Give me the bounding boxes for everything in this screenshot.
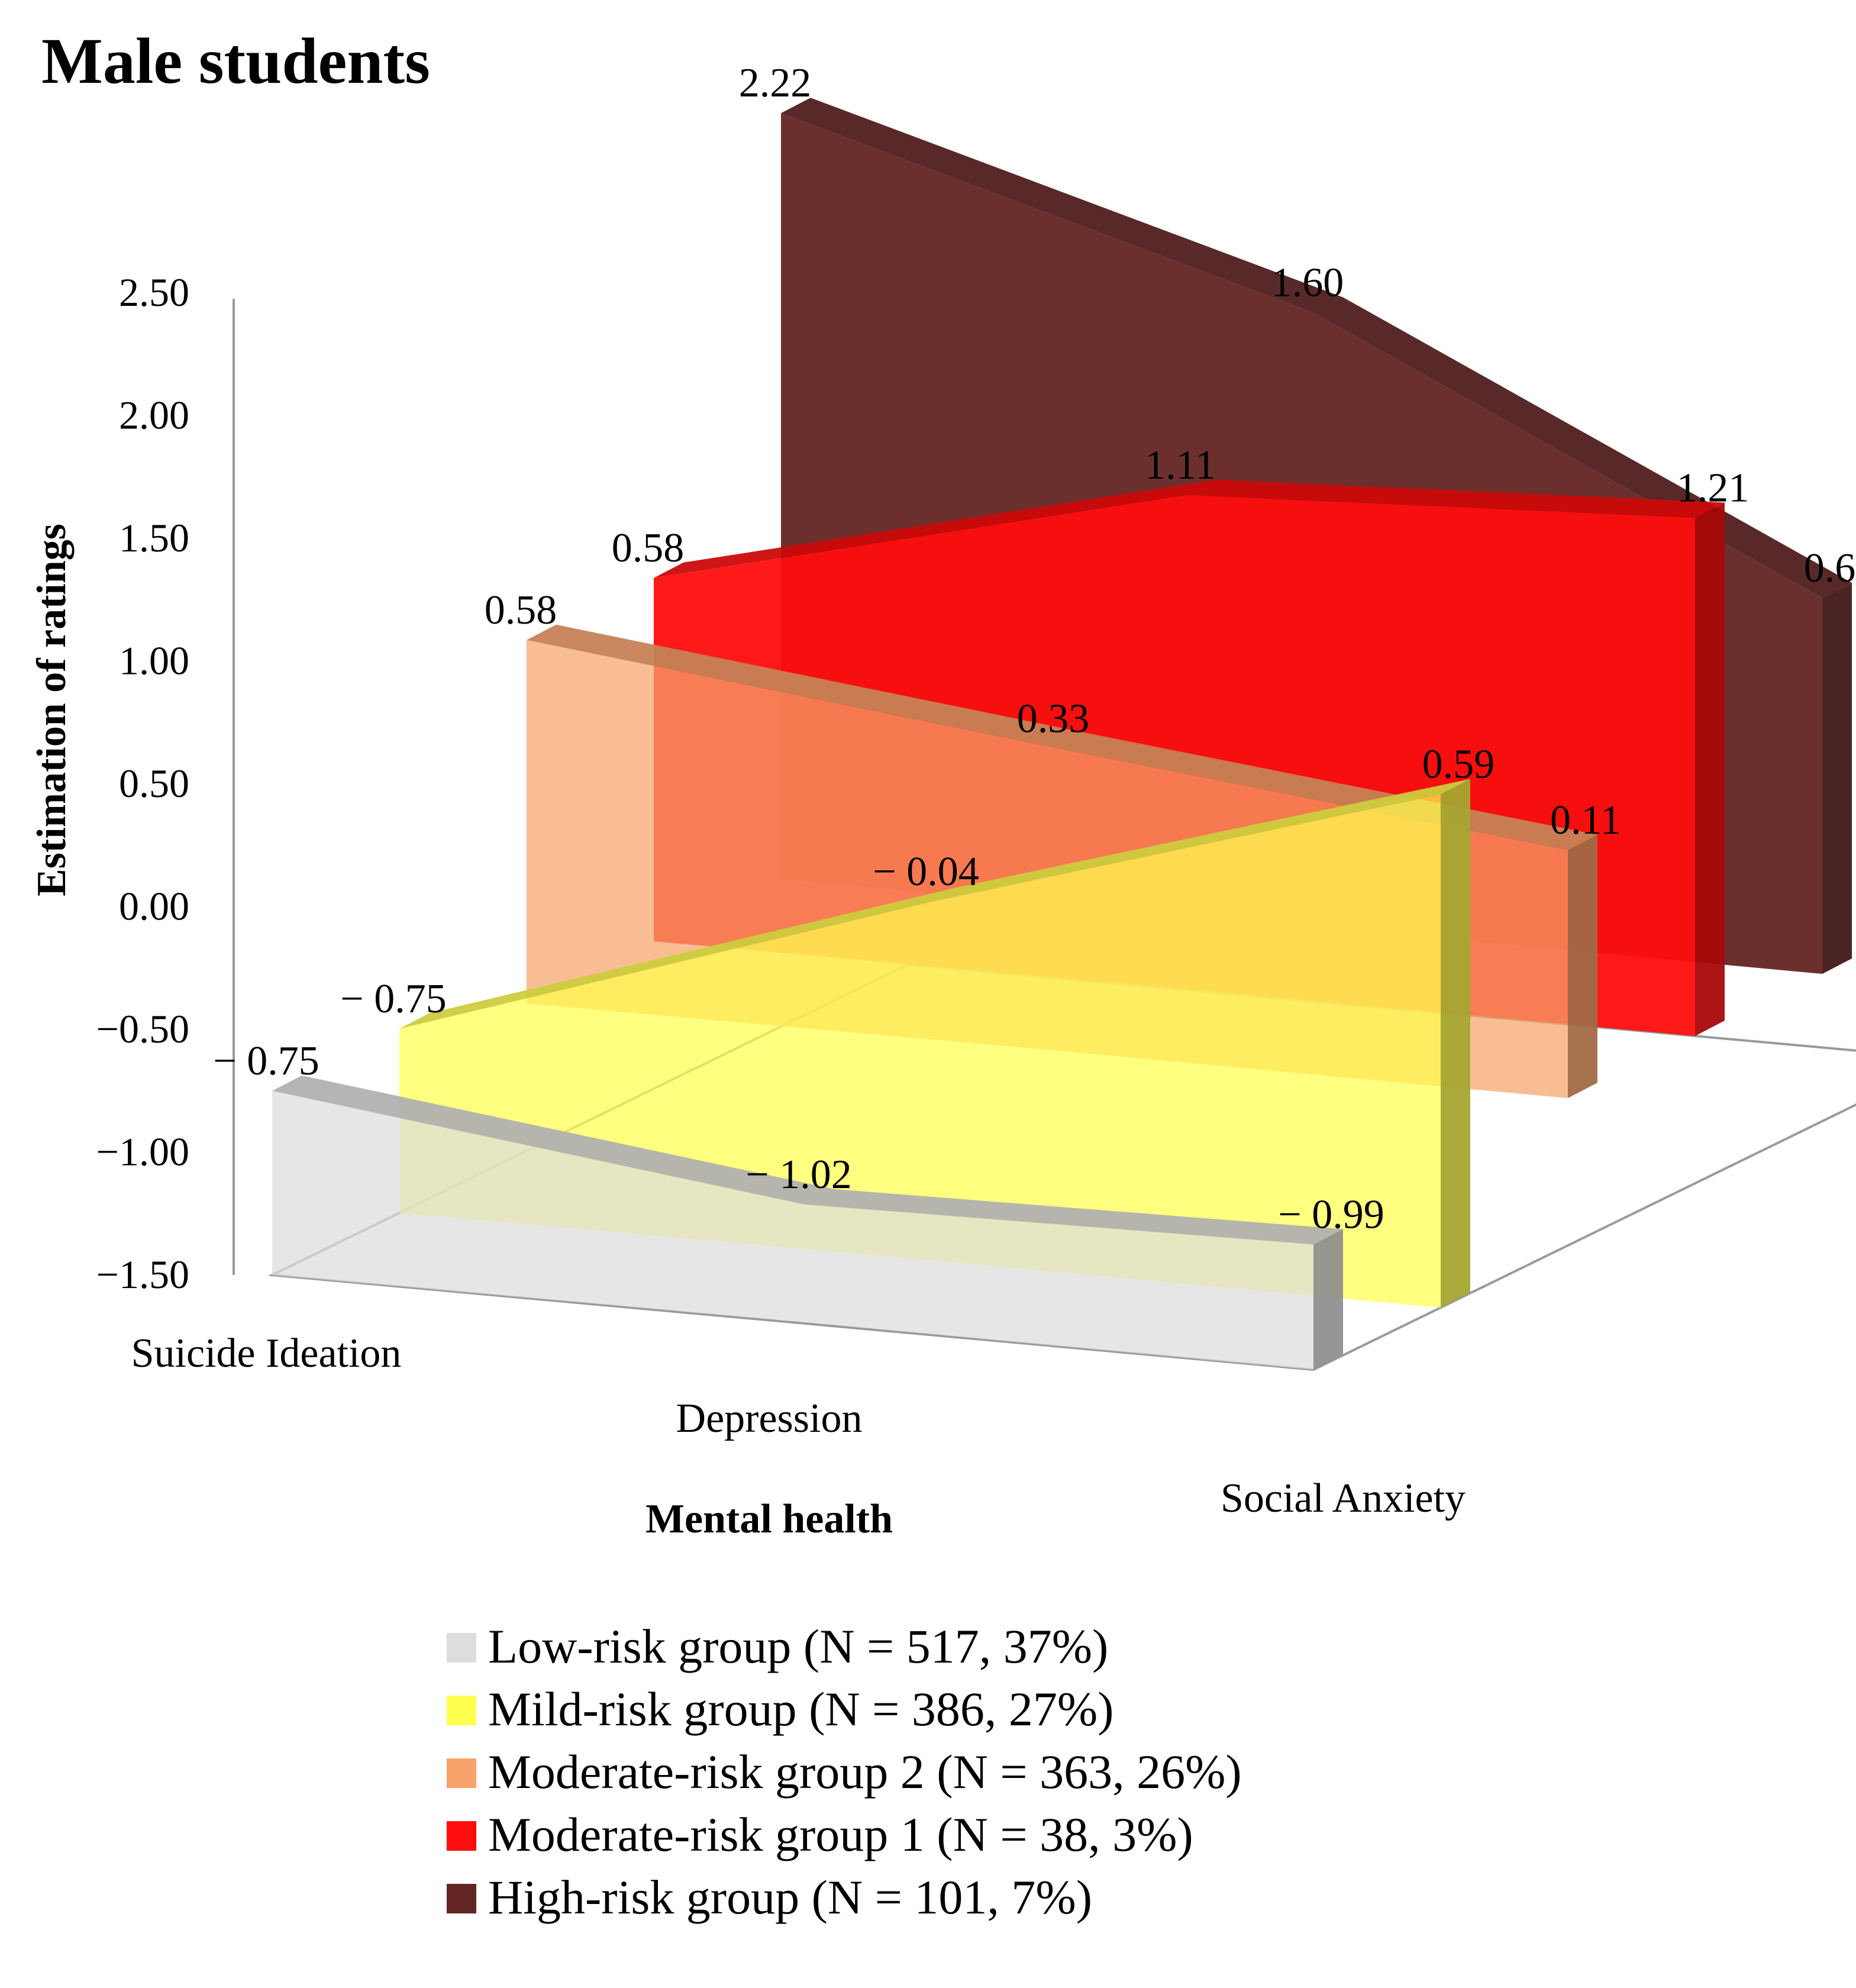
legend-swatch: [447, 1633, 476, 1663]
data-label: − 1.02: [745, 1152, 851, 1198]
data-label: 0.33: [1017, 696, 1090, 742]
x-category-label: Suicide Ideation: [131, 1331, 402, 1376]
data-label: − 0.99: [1278, 1192, 1384, 1237]
series-top-edge: [781, 98, 1852, 599]
legend: Low-risk group (N = 517, 37%) Mild-risk g…: [447, 1619, 1242, 1924]
data-label: 2.22: [739, 60, 812, 106]
y-tick-label: 1.50: [119, 515, 189, 560]
legend-swatch: [447, 1696, 476, 1725]
y-tick-label: 1.00: [119, 638, 189, 683]
series-top-edge: [399, 779, 1470, 1029]
data-label: 1.21: [1677, 465, 1750, 511]
legend-swatch: [447, 1821, 476, 1851]
legend-item: Low-risk group (N = 517, 37%): [447, 1619, 1108, 1673]
y-axis-ticks: −1.50 −1.00 −0.50 0.00 0.50 1.00 1.50 2.00 2.50: [96, 270, 189, 1297]
series-side-face: [1822, 583, 1852, 974]
legend-label: Mild-risk group (N = 386, 27%): [488, 1682, 1113, 1736]
series-low-risk-group: [272, 1075, 1343, 1370]
legend-item: Moderate-risk group 1 (N = 38, 3%): [447, 1808, 1193, 1861]
series-top-edge: [654, 479, 1725, 578]
legend-label: Low-risk group (N = 517, 37%): [488, 1619, 1108, 1673]
y-tick-label: −1.50: [96, 1252, 189, 1297]
x-axis-categories: Suicide Ideation Depression Social Anxiety: [131, 1331, 1466, 1521]
x-axis-title: Mental health: [645, 1496, 893, 1542]
x-category-label: Depression: [676, 1396, 863, 1441]
series-side-face: [1568, 834, 1597, 1098]
legend-item: Mild-risk group (N = 386, 27%): [447, 1682, 1113, 1736]
legend-item: High-risk group (N = 101, 7%): [447, 1870, 1092, 1924]
legend-label: Moderate-risk group 2 (N = 363, 26%): [488, 1745, 1242, 1799]
y-tick-label: 0.00: [119, 884, 189, 929]
data-label: 0.63: [1804, 546, 1856, 591]
y-tick-label: 2.00: [119, 393, 189, 438]
legend-label: High-risk group (N = 101, 7%): [488, 1870, 1092, 1924]
series-layer: [272, 98, 1852, 1370]
data-label: 0.59: [1422, 742, 1495, 788]
series-side-face: [1441, 779, 1470, 1308]
series-top-edge: [527, 624, 1597, 850]
series-front-face: [272, 1090, 1313, 1370]
data-label: − 0.04: [873, 849, 979, 895]
data-labels: 2.22 1.60 0.63 0.58 1.11 1.21 0.58 0.33 0.11 − 0.…: [213, 60, 1856, 1237]
legend-swatch: [447, 1758, 476, 1788]
y-tick-label: −0.50: [96, 1006, 189, 1051]
data-label: 0.58: [485, 588, 557, 633]
legend-swatch: [447, 1884, 476, 1913]
y-axis-title: Estimation of ratings: [29, 524, 75, 896]
data-label: 1.11: [1145, 443, 1216, 488]
legend-label: Moderate-risk group 1 (N = 38, 3%): [488, 1808, 1193, 1861]
chart-title: Male students: [41, 25, 430, 97]
data-label: 0.11: [1550, 798, 1621, 843]
y-tick-label: −1.00: [96, 1129, 189, 1174]
series-side-face: [1695, 502, 1725, 1036]
y-tick-label: 0.50: [119, 761, 189, 806]
series-side-face: [1313, 1229, 1343, 1370]
data-label: 1.60: [1271, 260, 1344, 306]
data-label: 0.58: [612, 525, 685, 571]
legend-item: Moderate-risk group 2 (N = 363, 26%): [447, 1745, 1242, 1799]
series-top-edge: [272, 1075, 1343, 1245]
y-tick-label: 2.50: [119, 270, 189, 315]
data-label: − 0.75: [213, 1038, 319, 1084]
x-category-label: Social Anxiety: [1221, 1476, 1466, 1521]
data-label: − 0.75: [340, 976, 446, 1022]
